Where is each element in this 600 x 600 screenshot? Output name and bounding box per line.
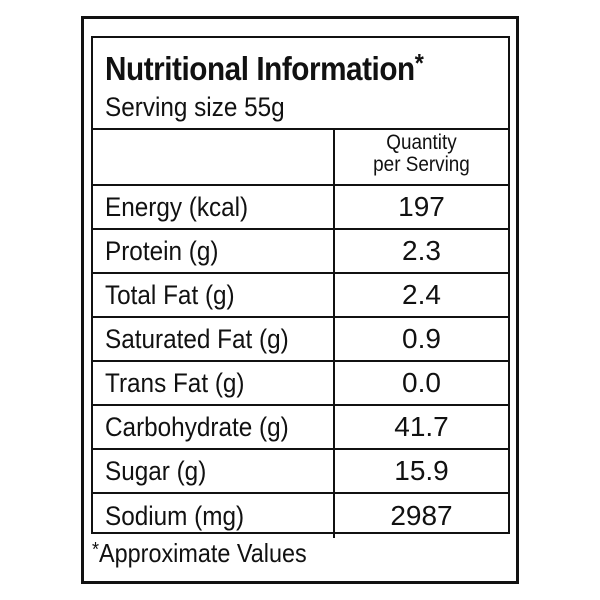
nutrient-value: 41.7 (394, 411, 449, 442)
nutrient-name: Sugar (g) (105, 455, 207, 486)
table-row: Carbohydrate (g) 41.7 (93, 406, 508, 450)
table-row: Energy (kcal) 197 (93, 186, 508, 230)
table-row: Total Fat (g) 2.4 (93, 274, 508, 318)
column-divider (333, 318, 335, 360)
column-divider (333, 128, 335, 184)
column-divider (333, 186, 335, 228)
nutrition-facts-panel: Nutritional Information* Serving size 55… (91, 36, 510, 538)
label-header: Nutritional Information* Serving size 55… (93, 38, 508, 130)
nutrient-value: 2.4 (402, 279, 441, 310)
column-divider (333, 362, 335, 404)
nutrient-name: Carbohydrate (g) (105, 411, 289, 442)
quantity-header-line2: per Serving (373, 153, 470, 176)
nutrient-name: Protein (g) (105, 235, 219, 266)
nutrient-name: Sodium (mg) (105, 500, 245, 531)
nutrient-name: Total Fat (g) (105, 279, 235, 310)
column-divider (333, 406, 335, 448)
table-header-row: Quantity per Serving (93, 128, 508, 186)
column-divider (333, 230, 335, 272)
nutrient-value: 2987 (390, 500, 453, 531)
nutrient-value: 197 (398, 191, 445, 222)
column-divider (333, 274, 335, 316)
nutrition-label-frame (81, 16, 519, 584)
table-row: Protein (g) 2.3 (93, 230, 508, 274)
table-row: Sugar (g) 15.9 (93, 450, 508, 494)
nutrient-value: 0.0 (402, 367, 441, 398)
table-row: Trans Fat (g) 0.0 (93, 362, 508, 406)
nutrient-name: Trans Fat (g) (105, 367, 245, 398)
column-divider (333, 494, 335, 538)
label-title: Nutritional Information* (105, 48, 424, 88)
column-divider (333, 450, 335, 492)
title-asterisk: * (414, 48, 424, 78)
quantity-header-line1: Quantity (386, 131, 457, 154)
table-row: Saturated Fat (g) 0.9 (93, 318, 508, 362)
footnote-asterisk: * (92, 539, 100, 561)
title-text: Nutritional Information (105, 50, 415, 87)
table-row: Sodium (mg) 2987 (93, 494, 508, 538)
serving-size: Serving size 55g (105, 92, 285, 122)
nutrient-name: Saturated Fat (g) (105, 323, 289, 354)
nutrient-name: Energy (kcal) (105, 191, 249, 222)
footnote-text: Approximate Values (99, 538, 307, 568)
footnote: *Approximate Values (92, 538, 307, 569)
nutrient-value: 0.9 (402, 323, 441, 354)
nutrient-value: 2.3 (402, 235, 441, 266)
nutrient-value: 15.9 (394, 455, 449, 486)
nutrition-table: Quantity per Serving Energy (kcal) 197 P… (93, 128, 508, 538)
quantity-column-header: Quantity per Serving (344, 132, 500, 176)
